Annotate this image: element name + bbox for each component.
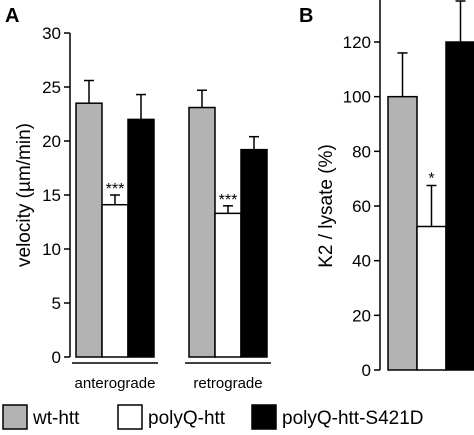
bar-wt-htt bbox=[387, 95, 418, 371]
y-tick-label: 0 bbox=[52, 348, 61, 367]
legend: wt-htt polyQ-htt polyQ-htt-S421D bbox=[2, 404, 424, 430]
y-axis-title: velocity (µm/min) bbox=[14, 123, 35, 267]
panel-b-chart: 0 20 40 60 80 100 120 K2 / lysate (%) * bbox=[316, 0, 474, 380]
y-tick-label: 20 bbox=[352, 306, 371, 325]
bar-anterograde-polyQ-htt bbox=[101, 203, 129, 358]
bar-anterograde-wt-htt bbox=[75, 102, 103, 358]
bar-polyQ-htt-S421D bbox=[445, 41, 474, 371]
legend-label: polyQ-htt bbox=[148, 408, 226, 429]
y-tick-label: 60 bbox=[352, 197, 371, 216]
legend-label: polyQ-htt-S421D bbox=[282, 408, 424, 429]
significance-label: * bbox=[428, 171, 434, 188]
y-tick-label: 25 bbox=[42, 78, 61, 97]
y-tick-label: 100 bbox=[343, 88, 371, 107]
legend-swatch bbox=[251, 404, 277, 430]
significance-label: *** bbox=[106, 181, 125, 198]
y-axis-title: K2 / lysate (%) bbox=[316, 144, 337, 268]
legend-swatch bbox=[117, 404, 143, 430]
legend-label: wt-htt bbox=[32, 408, 80, 429]
bar-retrograde-polyQ-htt-S421D bbox=[240, 148, 268, 358]
y-tick-label: 30 bbox=[42, 24, 61, 43]
panel-a-chart: 0 5 10 15 20 25 30 velocity (µm/min) *** anterogr… bbox=[14, 24, 271, 392]
x-category-label: anterograde bbox=[75, 375, 156, 392]
y-tick-label: 5 bbox=[52, 294, 61, 313]
bar-retrograde-polyQ-htt bbox=[214, 212, 242, 358]
x-category-label: retrograde bbox=[193, 375, 262, 392]
panel-letter-a: A bbox=[5, 5, 19, 27]
bar-anterograde-polyQ-htt-S421D bbox=[127, 118, 155, 358]
bar-polyQ-htt bbox=[416, 225, 447, 371]
y-tick-label: 10 bbox=[42, 240, 61, 259]
y-tick-label: 0 bbox=[362, 361, 371, 380]
y-tick-label: 15 bbox=[42, 186, 61, 205]
y-tick-label: 20 bbox=[42, 132, 61, 151]
bar-retrograde-wt-htt bbox=[188, 106, 216, 358]
y-tick-label: 120 bbox=[343, 33, 371, 52]
significance-label: *** bbox=[219, 192, 238, 209]
y-tick-label: 40 bbox=[352, 252, 371, 271]
y-tick-label: 80 bbox=[352, 142, 371, 161]
legend-swatch bbox=[2, 404, 28, 430]
panel-letter-b: B bbox=[299, 5, 313, 27]
